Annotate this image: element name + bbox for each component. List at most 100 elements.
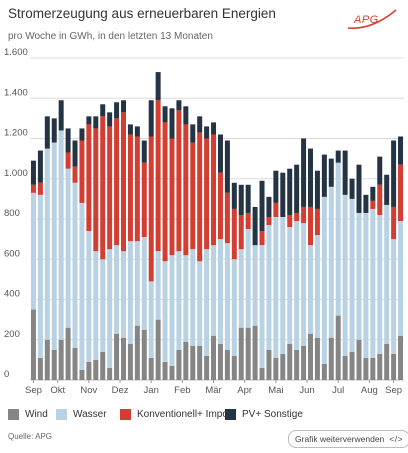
bar-segment-pv-sonstige <box>349 178 355 199</box>
bar-segment-wasser <box>266 225 272 350</box>
bar-segment-wasser <box>224 243 230 350</box>
bar-segment-konventionell-import <box>377 184 383 215</box>
bar-segment-wind <box>30 309 36 380</box>
bar-segment-wind <box>356 339 362 380</box>
reuse-graphic-button[interactable]: Grafik weiterverwenden </> <box>288 430 408 448</box>
bar-segment-pv-sonstige <box>37 150 43 183</box>
bar-segment-konventionell-import <box>370 200 376 209</box>
bar-segment-wasser <box>141 237 147 330</box>
bar-segment-wasser <box>197 261 203 346</box>
x-tick-label: Sep <box>25 385 42 396</box>
bar-segment-wind <box>162 361 168 380</box>
bar-segment-wasser <box>391 239 397 354</box>
bar-segment-konventionell-import <box>107 126 113 250</box>
bar-segment-wind <box>72 347 78 380</box>
bar-segment-wind <box>197 345 203 380</box>
legend-item[interactable]: Wind <box>8 407 48 421</box>
bar-segment-konventionell-import <box>86 124 92 232</box>
bar-segment-konventionell-import <box>238 214 244 250</box>
y-tick-label: 600 <box>4 248 20 259</box>
bar-segment-wasser <box>377 214 383 354</box>
bar-segment-wind <box>100 351 106 380</box>
bar-segment-wind <box>134 325 140 380</box>
bar-segment-pv-sonstige <box>114 102 120 119</box>
bar-segment-konventionell-import <box>287 214 293 228</box>
bar-segment-konventionell-import <box>134 136 140 242</box>
x-tick-label: Feb <box>174 385 190 396</box>
chart-subtitle: pro Woche in GWh, in den letzten 13 Mona… <box>8 31 213 42</box>
bar-segment-wind <box>398 335 404 380</box>
bar-segment-konventionell-import <box>398 164 404 222</box>
bar-segment-wind <box>301 345 307 380</box>
bar-segment-wasser <box>65 168 71 328</box>
bar-segment-pv-sonstige <box>308 148 313 207</box>
bar-segment-pv-sonstige <box>391 140 397 207</box>
legend-item[interactable]: PV+ Sonstige <box>225 407 303 421</box>
bar-segment-konventionell-import <box>79 140 85 203</box>
bar-segment-wind <box>259 367 265 380</box>
legend-item[interactable]: Konventionell+ Import <box>120 407 234 421</box>
bar-segment-wasser <box>342 194 348 356</box>
source-note: Quelle: APG <box>8 432 53 441</box>
bar-segment-pv-sonstige <box>231 182 237 209</box>
bar-segment-pv-sonstige <box>377 156 383 185</box>
bar-segment-konventionell-import <box>231 208 237 260</box>
bar-segment-wind <box>266 349 272 380</box>
bar-segment-pv-sonstige <box>72 140 78 167</box>
bar-segment-wasser <box>93 251 99 360</box>
bar-segment-konventionell-import <box>266 216 272 226</box>
bar-segment-wasser <box>328 186 334 338</box>
bar-segment-wasser <box>183 255 189 342</box>
bar-segment-wind <box>176 349 182 380</box>
legend-item[interactable]: Wasser <box>56 407 107 421</box>
logo-text: APG <box>353 14 379 26</box>
bar-segment-konventionell-import <box>65 152 71 169</box>
bar-segment-wasser <box>335 162 341 316</box>
bar-segment-pv-sonstige <box>252 206 258 246</box>
bar-segment-pv-sonstige <box>273 170 279 203</box>
bar-segment-pv-sonstige <box>204 126 210 139</box>
bar-segment-pv-sonstige <box>266 196 272 217</box>
x-tick-label: Jun <box>299 385 314 396</box>
x-tick-label: Sep <box>385 385 402 396</box>
bar-segment-konventionell-import <box>391 206 397 240</box>
x-tick-label: Mai <box>268 385 283 396</box>
bar-segment-pv-sonstige <box>211 122 217 135</box>
bar-segment-konventionell-import <box>30 184 36 193</box>
x-tick-label: Mär <box>205 385 221 396</box>
stacked-bar-chart: 0 200 400 600 800 1.000 1.200 1.400 1.600 Sep Okt… <box>4 47 404 396</box>
bar-segment-pv-sonstige <box>51 118 57 143</box>
bar-segment-wasser <box>301 223 307 346</box>
bar-segment-wind <box>370 357 376 380</box>
bar-segment-wasser <box>280 216 286 354</box>
bar-segment-wind <box>148 357 154 380</box>
x-axis-ticks: Sep Okt Nov Dez Jan Feb Mär Apr Mai Jun Jul Aug Sep <box>25 380 402 396</box>
bar-segment-wasser <box>398 221 404 336</box>
x-tick-label: Jul <box>332 385 344 396</box>
bar-segment-wasser <box>169 255 175 366</box>
bar-segment-pv-sonstige <box>197 116 203 133</box>
bar-segment-wasser <box>58 130 64 340</box>
bar-segment-wasser <box>30 192 36 310</box>
bar-segment-wind <box>169 365 175 380</box>
bar-segment-konventionell-import <box>273 202 279 217</box>
bar-segment-wind <box>114 333 120 380</box>
bar-segment-pv-sonstige <box>370 186 376 201</box>
bar-segment-wind <box>190 345 196 380</box>
bar-segment-wind <box>335 315 341 380</box>
bar-segment-pv-sonstige <box>356 164 362 213</box>
legend-swatch <box>8 408 19 420</box>
y-tick-label: 1.200 <box>4 128 28 139</box>
bar-segment-wasser <box>252 245 258 326</box>
bar-segment-wasser <box>44 148 50 340</box>
bar-segment-wind <box>252 325 258 380</box>
bar-segment-pv-sonstige <box>30 160 36 185</box>
y-tick-label: 1.000 <box>4 168 28 179</box>
bar-segment-pv-sonstige <box>238 184 244 215</box>
bar-segment-wind <box>183 341 189 380</box>
bar-segment-pv-sonstige <box>384 174 390 205</box>
bar-segment-konventionell-import <box>204 138 210 250</box>
bar-segment-wind <box>384 343 390 380</box>
bar-segment-wind <box>280 353 286 380</box>
legend: Wind Wasser Konventionell+ Import PV+ Sonst… <box>0 403 408 423</box>
